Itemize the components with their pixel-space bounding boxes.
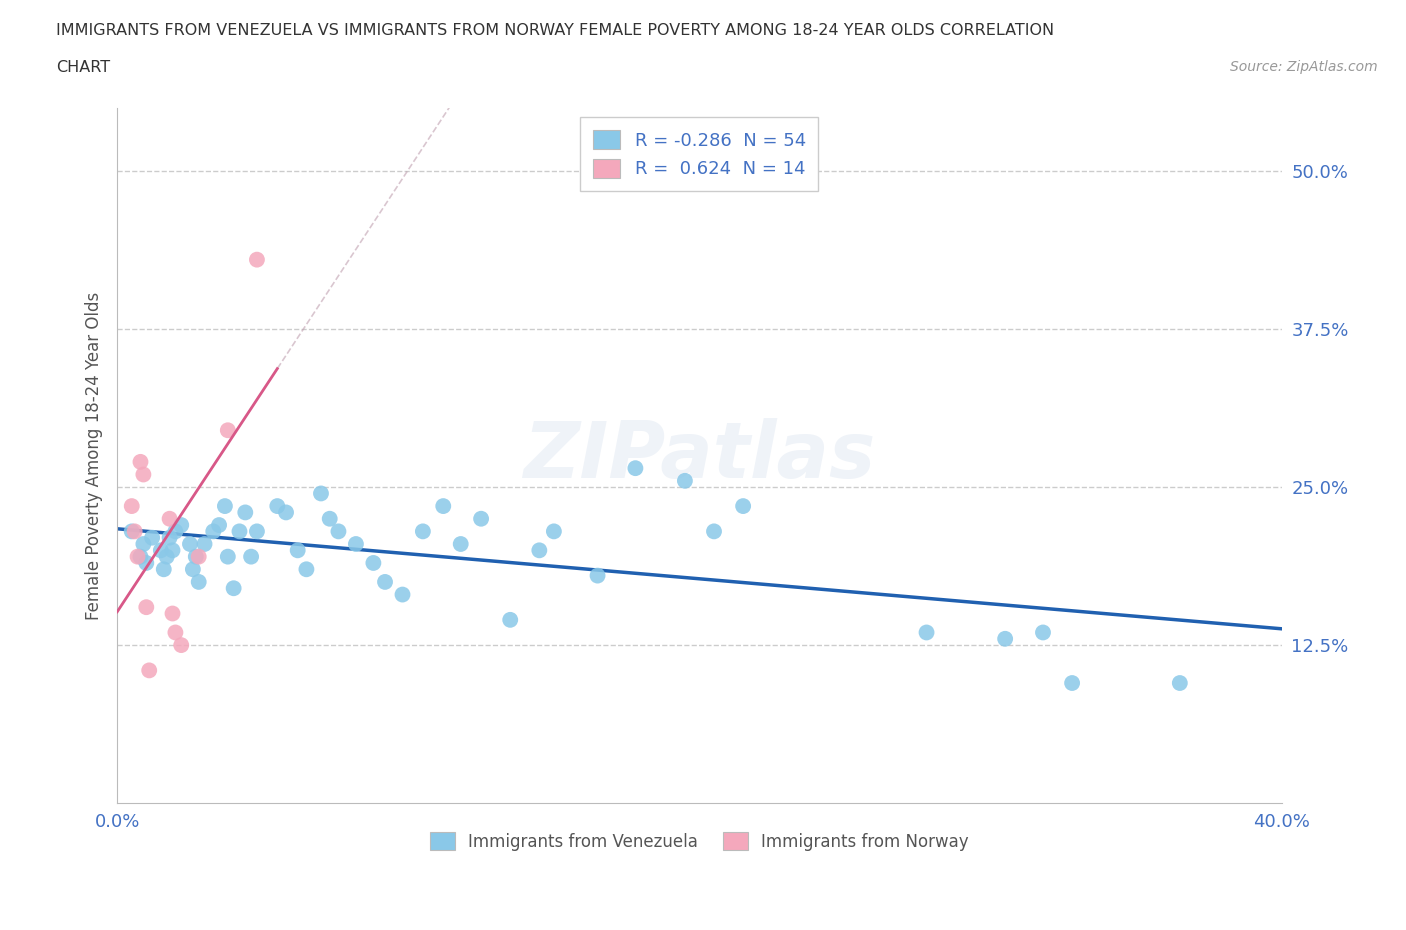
Point: [1062, 675, 1084, 690]
Point: [499, 612, 522, 627]
Point: [217, 423, 239, 438]
Point: [165, 625, 187, 640]
Point: [121, 524, 143, 538]
Point: [129, 455, 152, 470]
Point: [141, 530, 163, 545]
Point: [703, 524, 725, 538]
Point: [586, 568, 609, 583]
Point: [915, 625, 938, 640]
Point: [470, 512, 492, 526]
Point: [149, 543, 172, 558]
Legend: Immigrants from Venezuela, Immigrants from Norway: Immigrants from Venezuela, Immigrants fr…: [423, 825, 976, 857]
Point: [295, 562, 318, 577]
Point: [374, 575, 396, 590]
Y-axis label: Female Poverty Among 18-24 Year Olds: Female Poverty Among 18-24 Year Olds: [86, 291, 103, 619]
Point: [274, 505, 297, 520]
Point: [287, 543, 309, 558]
Point: [319, 512, 342, 526]
Point: [309, 486, 332, 501]
Point: [202, 524, 225, 538]
Point: [132, 467, 155, 482]
Point: [135, 600, 157, 615]
Point: [673, 473, 696, 488]
Point: [994, 631, 1017, 646]
Point: [184, 550, 207, 565]
Point: [222, 581, 245, 596]
Point: [344, 537, 367, 551]
Point: [1032, 625, 1054, 640]
Point: [624, 460, 647, 475]
Point: [450, 537, 472, 551]
Point: [412, 524, 434, 538]
Point: [432, 498, 454, 513]
Point: [733, 498, 755, 513]
Point: [193, 537, 215, 551]
Point: [165, 524, 187, 538]
Point: [246, 524, 269, 538]
Point: [187, 550, 209, 565]
Point: [127, 550, 149, 565]
Point: [208, 518, 231, 533]
Point: [246, 252, 269, 267]
Point: [159, 512, 181, 526]
Point: [214, 498, 236, 513]
Point: [156, 550, 179, 565]
Point: [529, 543, 551, 558]
Point: [162, 543, 184, 558]
Point: [132, 537, 155, 551]
Point: [217, 550, 239, 565]
Point: [159, 530, 181, 545]
Text: CHART: CHART: [56, 60, 110, 75]
Point: [363, 555, 385, 570]
Point: [138, 663, 160, 678]
Point: [1168, 675, 1191, 690]
Point: [170, 638, 193, 653]
Point: [135, 555, 157, 570]
Point: [129, 550, 152, 565]
Point: [543, 524, 565, 538]
Point: [170, 518, 193, 533]
Text: Source: ZipAtlas.com: Source: ZipAtlas.com: [1230, 60, 1378, 74]
Text: ZIPatlas: ZIPatlas: [523, 418, 876, 494]
Point: [391, 587, 413, 602]
Point: [181, 562, 204, 577]
Point: [179, 537, 201, 551]
Point: [240, 550, 263, 565]
Point: [162, 606, 184, 621]
Point: [266, 498, 288, 513]
Point: [233, 505, 256, 520]
Point: [328, 524, 350, 538]
Text: IMMIGRANTS FROM VENEZUELA VS IMMIGRANTS FROM NORWAY FEMALE POVERTY AMONG 18-24 Y: IMMIGRANTS FROM VENEZUELA VS IMMIGRANTS …: [56, 23, 1054, 38]
Point: [152, 562, 174, 577]
Point: [228, 524, 250, 538]
Point: [187, 575, 209, 590]
Point: [124, 524, 146, 538]
Point: [121, 498, 143, 513]
